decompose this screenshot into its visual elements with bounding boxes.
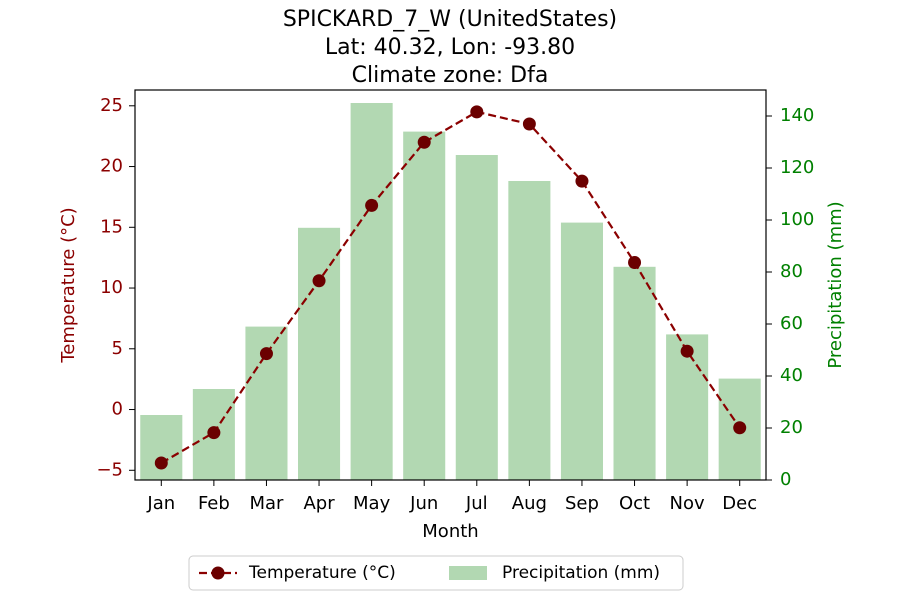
left-tick-label: 20 xyxy=(100,156,123,177)
temperature-point-may xyxy=(365,198,379,212)
x-tick-label-mar: Mar xyxy=(249,493,284,514)
plot-frame xyxy=(134,89,767,481)
precip-bar-sep xyxy=(560,222,603,480)
legend-precipitation-label: Precipitation (mm) xyxy=(502,563,660,583)
right-tick-label: 80 xyxy=(780,261,803,282)
legend-temperature-marker xyxy=(211,566,225,580)
precipitation-bars xyxy=(140,103,761,480)
right-tick-label: 20 xyxy=(780,417,803,438)
precip-bar-nov xyxy=(666,334,709,480)
y-axis-label-left: Temperature (°C) xyxy=(58,207,79,363)
left-tick-label: 10 xyxy=(100,277,123,298)
x-tick-label-nov: Nov xyxy=(670,493,705,514)
precip-bar-aug xyxy=(508,181,551,480)
x-tick-label-feb: Feb xyxy=(198,493,230,514)
legend-precipitation-swatch xyxy=(449,566,487,580)
precip-bar-apr xyxy=(298,227,341,480)
left-tick-label: 5 xyxy=(112,338,123,359)
x-tick-label-apr: Apr xyxy=(303,493,335,514)
temperature-point-oct xyxy=(628,256,642,270)
title-line-1: SPICKARD_7_W (UnitedStates) xyxy=(283,7,617,32)
temperature-point-dec xyxy=(733,421,747,435)
precip-bar-jan xyxy=(140,415,183,480)
x-tick-label-jan: Jan xyxy=(146,493,175,514)
precip-bar-oct xyxy=(613,266,656,480)
left-tick-label: 0 xyxy=(112,399,123,420)
temperature-point-mar xyxy=(259,347,273,361)
left-tick-label: 25 xyxy=(100,95,123,116)
title-line-3: Climate zone: Dfa xyxy=(352,63,549,88)
temperature-point-jan xyxy=(154,456,168,470)
right-tick-label: 140 xyxy=(780,105,814,126)
temperature-line xyxy=(154,105,747,470)
temperature-point-apr xyxy=(312,274,326,288)
right-tick-label: 60 xyxy=(780,313,803,334)
x-tick-label-jun: Jun xyxy=(409,493,438,514)
right-tick-label: 40 xyxy=(780,365,803,386)
right-tick-label: 120 xyxy=(780,157,814,178)
title-line-2: Lat: 40.32, Lon: -93.80 xyxy=(325,35,575,60)
x-tick-label-may: May xyxy=(353,493,391,514)
x-tick-label-aug: Aug xyxy=(512,493,547,514)
axes: −5 0 5 10 15 20 25 0 20 40 60 80 100 120 140 Jan Feb Mar A… xyxy=(58,89,846,542)
temperature-series-line xyxy=(160,110,741,464)
precip-bar-may xyxy=(350,103,393,480)
x-tick-label-sep: Sep xyxy=(565,493,599,514)
x-axis-label: Month xyxy=(422,521,478,542)
temperature-point-aug xyxy=(522,117,536,131)
right-tick-label: 0 xyxy=(780,469,791,490)
legend-box xyxy=(188,555,684,591)
right-tick-label: 100 xyxy=(780,209,814,230)
temperature-point-jul xyxy=(470,105,484,119)
temperature-point-nov xyxy=(680,344,694,358)
left-tick-label: −5 xyxy=(96,459,123,480)
chart-title: SPICKARD_7_W (UnitedStates) Lat: 40.32, L… xyxy=(283,7,617,88)
temperature-point-sep xyxy=(575,174,589,188)
precip-bar-jul xyxy=(455,155,498,480)
y-axis-label-right: Precipitation (mm) xyxy=(825,201,846,368)
x-tick-label-oct: Oct xyxy=(619,493,650,514)
precip-bar-jun xyxy=(403,131,446,480)
legend: Temperature (°C) Precipitation (mm) xyxy=(188,555,684,591)
temperature-point-feb xyxy=(207,426,221,440)
x-tick-label-jul: Jul xyxy=(465,493,488,514)
legend-temperature-label: Temperature (°C) xyxy=(248,563,396,583)
x-tick-label-dec: Dec xyxy=(722,493,757,514)
left-tick-label: 15 xyxy=(100,216,123,237)
temperature-point-jun xyxy=(417,135,431,149)
